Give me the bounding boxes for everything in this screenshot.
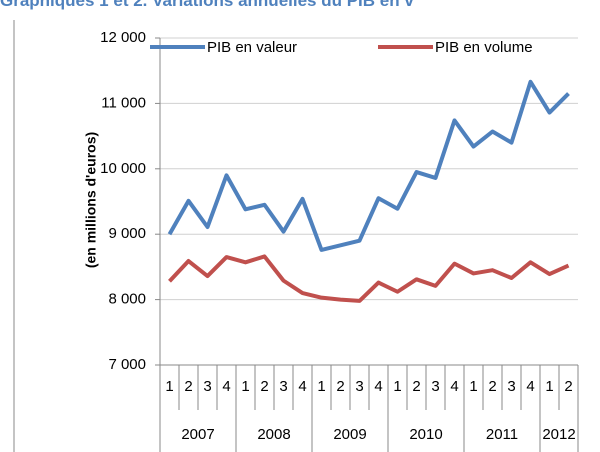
x-tick-label: 3 xyxy=(279,378,287,395)
page-title: Graphiques 1 et 2. Variations annuelles … xyxy=(0,0,414,10)
x-tick-label: 1 xyxy=(241,378,249,395)
y-tick-label: 10 000 xyxy=(100,160,146,177)
y-tick-label: 8 000 xyxy=(108,291,146,308)
year-label: 2012 xyxy=(542,426,575,443)
y-axis-label: (en millions d'euros) xyxy=(83,132,99,268)
series-line xyxy=(168,254,570,303)
year-label: 2007 xyxy=(181,426,214,443)
x-tick-label: 2 xyxy=(184,378,192,395)
x-tick-label: 4 xyxy=(298,378,306,395)
x-tick-label: 3 xyxy=(355,378,363,395)
x-tick-label: 2 xyxy=(564,378,572,395)
x-tick-label: 4 xyxy=(374,378,382,395)
y-tick-label: 7 000 xyxy=(108,356,146,373)
x-tick-label: 4 xyxy=(222,378,230,395)
x-tick-label: 2 xyxy=(488,378,496,395)
series-line xyxy=(167,79,570,252)
year-label: 2008 xyxy=(257,426,290,443)
y-tick-label: 9 000 xyxy=(108,225,146,242)
x-tick-label: 2 xyxy=(412,378,420,395)
legend-label: PIB en valeur xyxy=(207,39,297,56)
year-label: 2011 xyxy=(486,426,518,443)
x-tick-label: 1 xyxy=(469,378,477,395)
x-tick-label: 3 xyxy=(203,378,211,395)
x-tick-label: 2 xyxy=(260,378,268,395)
x-tick-label: 1 xyxy=(545,378,553,395)
y-tick-label: 11 000 xyxy=(101,94,146,111)
x-tick-label: 2 xyxy=(336,378,344,395)
legend-label: PIB en volume xyxy=(435,39,533,56)
year-label: 2009 xyxy=(333,426,366,443)
x-tick-label: 4 xyxy=(526,378,534,395)
year-label: 2010 xyxy=(409,426,442,443)
x-tick-label: 1 xyxy=(393,378,401,395)
x-tick-label: 3 xyxy=(431,378,439,395)
x-tick-label: 1 xyxy=(165,378,173,395)
x-tick-label: 4 xyxy=(450,378,458,395)
x-tick-label: 3 xyxy=(507,378,515,395)
x-tick-label: 1 xyxy=(317,378,325,395)
y-tick-label: 12 000 xyxy=(100,29,146,46)
